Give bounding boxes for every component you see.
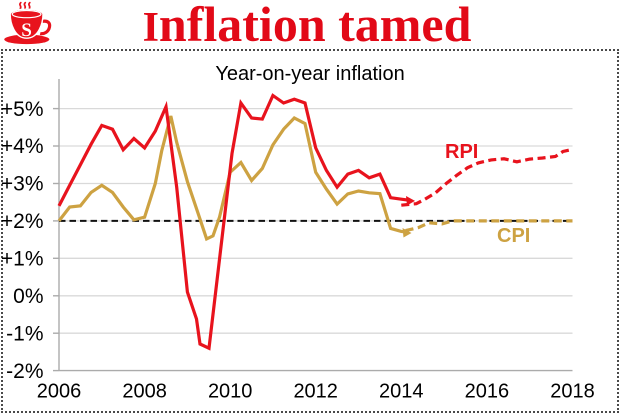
svg-text:0%: 0% [13, 285, 43, 308]
svg-text:+3%: +3% [1, 173, 44, 196]
svg-text:RPI: RPI [445, 141, 478, 163]
svg-text:CPI: CPI [497, 225, 530, 247]
svg-text:+2%: +2% [1, 210, 44, 233]
svg-text:2018: 2018 [550, 381, 595, 403]
svg-text:2010: 2010 [208, 381, 253, 403]
svg-text:2014: 2014 [379, 381, 424, 403]
svg-text:2016: 2016 [465, 381, 510, 403]
svg-text:-2%: -2% [6, 360, 43, 383]
svg-text:+4%: +4% [1, 135, 44, 158]
svg-text:2006: 2006 [37, 381, 82, 403]
svg-text:-1%: -1% [6, 322, 43, 345]
svg-text:Year-on-year inflation: Year-on-year inflation [215, 63, 404, 85]
svg-text:2012: 2012 [293, 381, 338, 403]
svg-text:+1%: +1% [1, 248, 44, 271]
svg-text:+5%: +5% [1, 98, 44, 121]
svg-text:2008: 2008 [122, 381, 167, 403]
